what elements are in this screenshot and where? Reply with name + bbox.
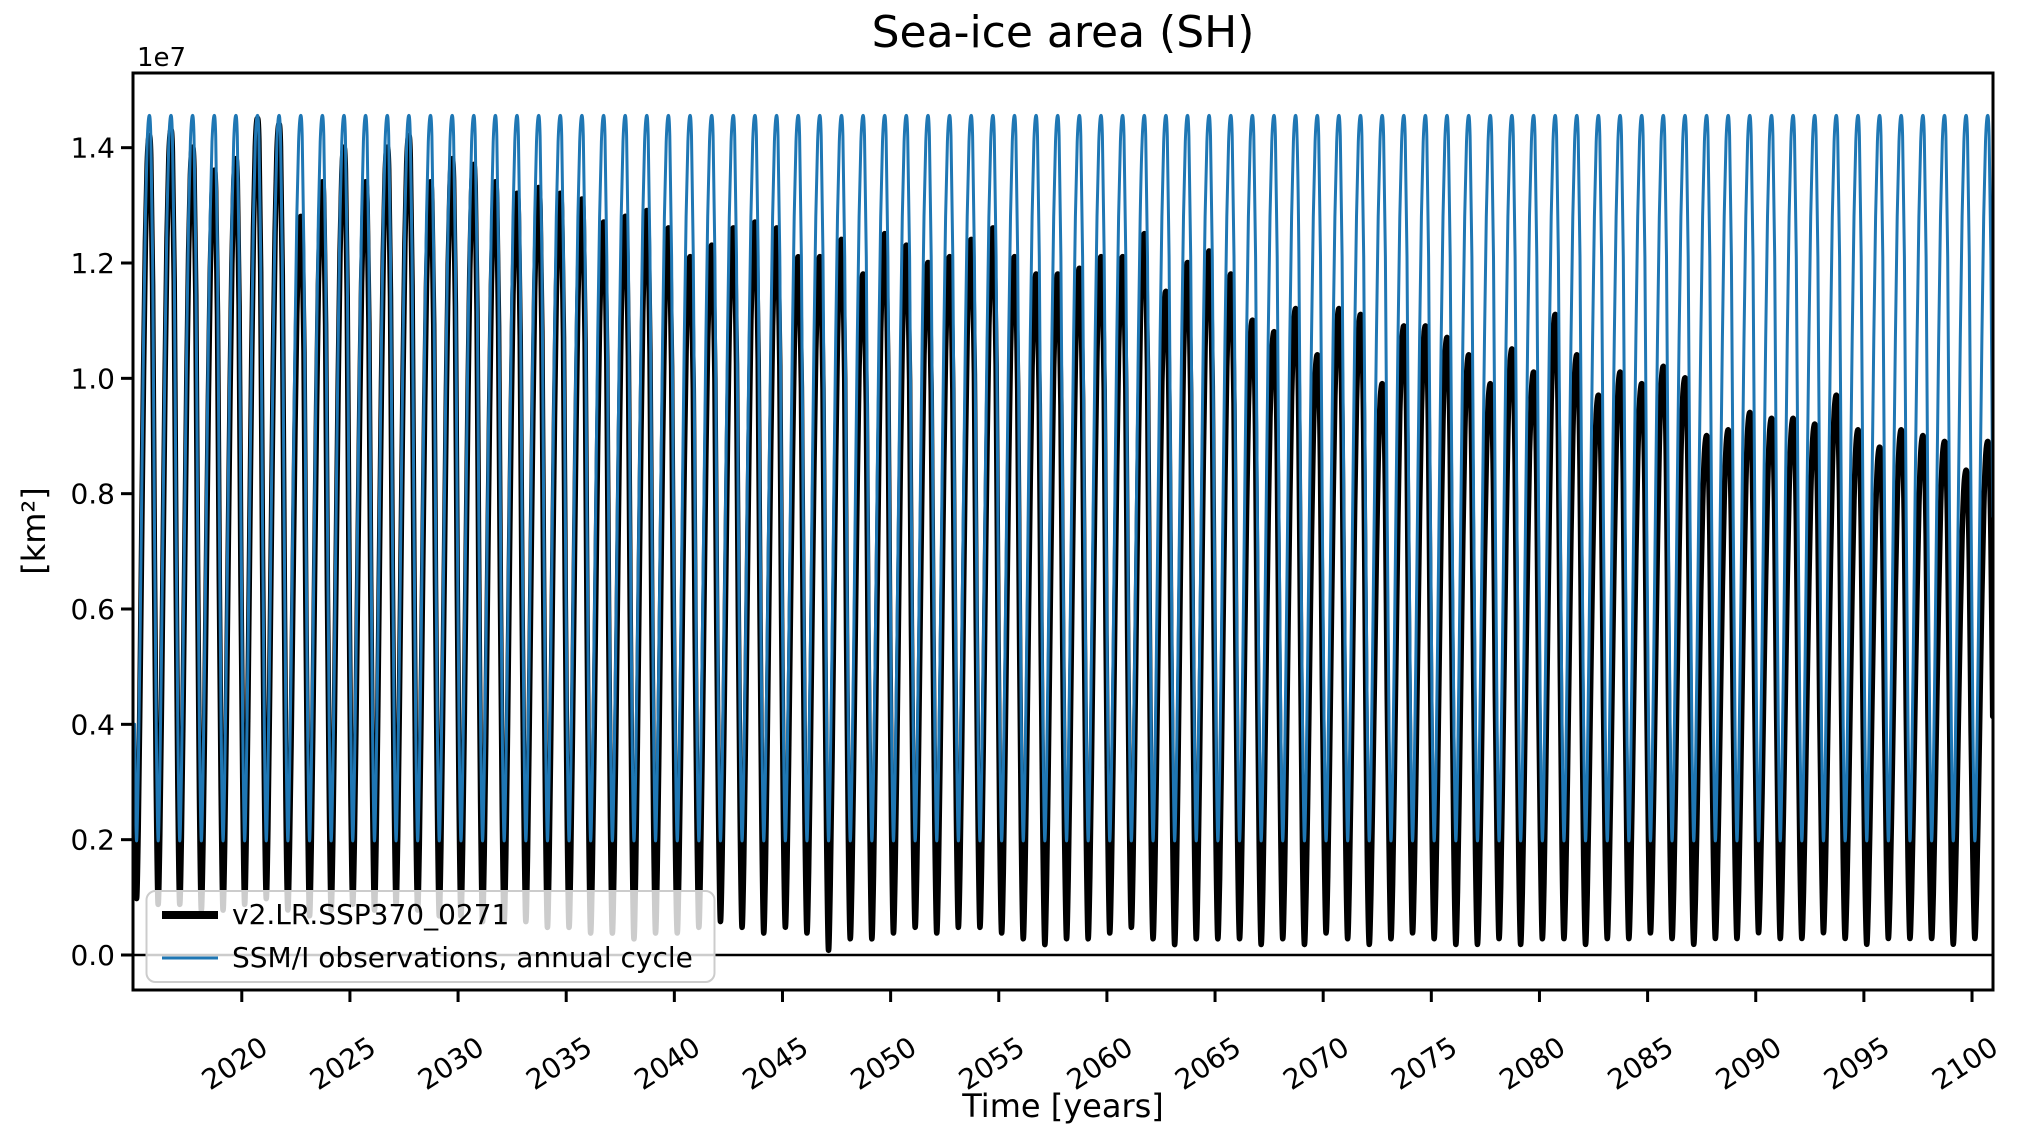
plot-border (131, 71, 1995, 992)
x-tick-label: 2075 (1385, 1030, 1463, 1096)
y-tick-label: 0.0 (70, 939, 115, 972)
chart-title: Sea-ice area (SH) (872, 7, 1255, 58)
legend-obs-label: SSM/I observations, annual cycle (232, 941, 693, 974)
x-tick-label: 2035 (520, 1030, 598, 1096)
x-tick-label: 2090 (1710, 1030, 1788, 1096)
y-tick-label: 0.6 (70, 593, 115, 626)
x-tick-label: 2080 (1494, 1030, 1572, 1096)
y-axis-ticks: 0.0 0.2 0.4 0.6 0.8 1.0 1.2 1.4 (70, 132, 133, 972)
y-tick-label: 0.4 (70, 708, 115, 741)
y-tick-label: 0.2 (70, 824, 115, 857)
series-observations-line (133, 113, 1993, 843)
x-tick-label: 2020 (196, 1030, 274, 1096)
x-tick-label: 2050 (845, 1030, 923, 1096)
legend-box (145, 890, 716, 983)
plot-area (133, 113, 1993, 957)
x-tick-label: 2025 (304, 1030, 382, 1096)
y-axis-label: [km²] (15, 487, 53, 575)
x-axis-label: Time [years] (961, 1087, 1164, 1125)
legend-model-label: v2.LR.SSP370_0271 (232, 898, 509, 931)
x-tick-label: 2030 (412, 1030, 490, 1096)
x-tick-label: 2065 (1169, 1030, 1247, 1096)
x-tick-label: 2100 (1926, 1030, 2004, 1096)
x-tick-label: 2070 (1277, 1030, 1355, 1096)
x-tick-label: 2040 (628, 1030, 706, 1096)
y-tick-label: 1.4 (70, 132, 115, 165)
y-axis-offset-label: 1e7 (137, 43, 186, 73)
x-tick-label: 2095 (1818, 1030, 1896, 1096)
x-axis-ticks: 2020 2025 2030 2035 2040 2045 2050 2055 2060 2065… (196, 990, 2004, 1097)
legend: v2.LR.SSP370_0271 SSM/I observations, an… (145, 890, 716, 983)
x-tick-label: 2045 (737, 1030, 815, 1096)
x-tick-label: 2085 (1602, 1030, 1680, 1096)
y-tick-label: 1.2 (70, 247, 115, 280)
y-tick-label: 0.8 (70, 478, 115, 511)
y-tick-label: 1.0 (70, 362, 115, 395)
